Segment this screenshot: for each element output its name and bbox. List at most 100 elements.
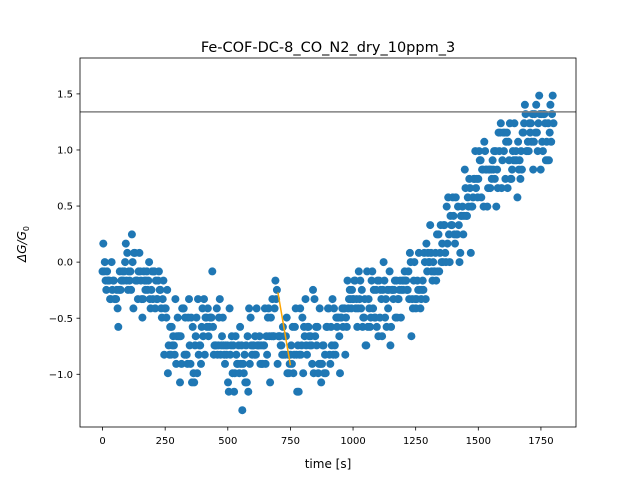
data-point [326, 359, 335, 368]
data-point [418, 276, 427, 285]
data-point [240, 350, 249, 359]
data-point [451, 239, 459, 248]
data-point [402, 276, 411, 285]
data-point [403, 285, 412, 294]
data-point [238, 406, 247, 415]
data-point [294, 387, 303, 396]
data-point [225, 304, 234, 313]
data-point [287, 341, 296, 350]
data-point [197, 359, 205, 368]
data-point [236, 322, 245, 331]
data-point [493, 165, 502, 174]
data-point [520, 100, 529, 109]
data-point [381, 295, 390, 304]
data-point [475, 147, 484, 156]
data-point [546, 100, 555, 109]
data-point [308, 359, 317, 368]
data-point [162, 313, 171, 322]
data-point [230, 387, 239, 396]
data-point [341, 350, 350, 359]
data-point [459, 230, 468, 239]
data-point [386, 341, 395, 350]
data-point [472, 184, 480, 193]
data-point [367, 276, 376, 285]
data-point [407, 332, 416, 341]
y-tick-label: 1.5 [57, 89, 73, 100]
data-point [529, 137, 538, 146]
data-point [380, 276, 389, 285]
data-point [212, 304, 221, 313]
data-point [517, 165, 526, 174]
data-point [121, 239, 130, 248]
data-point [333, 322, 341, 331]
data-point [182, 350, 191, 359]
data-point [179, 304, 188, 313]
data-point [163, 369, 172, 378]
data-point [270, 304, 279, 313]
x-tick-label: 1500 [466, 436, 491, 447]
data-point [314, 369, 323, 378]
data-point [127, 230, 136, 239]
data-point [266, 313, 275, 322]
data-point [263, 350, 272, 359]
data-point [221, 359, 229, 368]
x-axis-label: time [s] [305, 457, 352, 471]
data-point [549, 119, 558, 128]
data-point [224, 378, 232, 387]
data-point [488, 156, 497, 165]
data-point [312, 341, 321, 350]
x-tick-label: 0 [99, 436, 105, 447]
data-point [154, 267, 163, 276]
data-point [177, 359, 186, 368]
data-point [144, 276, 153, 285]
y-tick-label: 0.0 [57, 258, 73, 269]
data-point [421, 295, 430, 304]
data-point [532, 128, 541, 137]
y-tick-label: 0.5 [57, 202, 73, 213]
data-point [369, 304, 378, 313]
data-point [125, 276, 134, 285]
data-point [385, 267, 394, 276]
data-point [342, 322, 351, 331]
data-point [226, 350, 235, 359]
data-point [442, 202, 451, 211]
data-point [163, 285, 172, 294]
y-tick-label: −1.0 [49, 370, 73, 381]
data-point [466, 248, 475, 257]
data-point [126, 267, 135, 276]
data-point [445, 258, 454, 267]
data-point [372, 322, 381, 331]
data-point [379, 258, 388, 267]
data-point [244, 387, 253, 396]
data-point [169, 341, 178, 350]
data-point [252, 304, 261, 313]
data-point [112, 295, 121, 304]
data-point [196, 341, 205, 350]
data-point [290, 322, 299, 331]
data-point [260, 341, 269, 350]
data-point [186, 359, 195, 368]
data-point [271, 276, 280, 285]
data-point [159, 276, 168, 285]
data-point [239, 359, 248, 368]
data-point [138, 313, 147, 322]
data-point [477, 193, 486, 202]
data-point [435, 267, 444, 276]
data-point [255, 332, 264, 341]
x-tick-label: 750 [281, 436, 300, 447]
data-point [327, 322, 335, 331]
data-point [455, 258, 464, 267]
data-point [368, 267, 377, 276]
data-point [466, 184, 474, 193]
data-point [315, 304, 324, 313]
data-point [321, 369, 330, 378]
data-point [544, 156, 553, 165]
data-point [535, 91, 544, 100]
data-point [109, 276, 118, 285]
axes: 0 250 500 750 1000 1250 1500 1750 −1.0 −0.5 0.0 0.5… [49, 57, 577, 447]
data-point [129, 304, 138, 313]
data-point [127, 285, 136, 294]
data-point [451, 193, 460, 202]
